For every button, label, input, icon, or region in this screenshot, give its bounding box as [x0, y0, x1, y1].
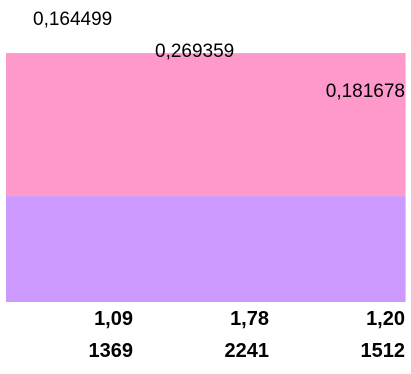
- bar-segment-1-series-2: [6, 53, 140, 197]
- bar-segment-2-series-1: [139, 196, 273, 302]
- value-label-1: 0,164499: [33, 9, 112, 30]
- bar-segment-2-series-2: [139, 53, 273, 197]
- value-labels-group: 0,164499 0,269359 0,181678: [33, 9, 405, 102]
- category-label-1-line-1: 1,09: [94, 308, 133, 330]
- category-label-2-line-1: 1,78: [230, 308, 269, 330]
- value-label-2: 0,269359: [155, 41, 234, 62]
- category-label-3-line-2: 1512: [361, 340, 406, 362]
- category-label-3-line-1: 1,20: [366, 308, 405, 330]
- value-label-3: 0,181678: [326, 81, 405, 102]
- category-label-2-line-2: 2241: [225, 340, 270, 362]
- bars-group: [6, 53, 406, 302]
- category-labels-group: 1,09 1369 1,78 2241 1,20 1512: [89, 308, 406, 362]
- bar-segment-3-series-1: [272, 196, 406, 302]
- bar-segment-3-series-2: [272, 53, 406, 197]
- category-label-1-line-2: 1369: [89, 340, 134, 362]
- bar-segment-1-series-1: [6, 196, 140, 302]
